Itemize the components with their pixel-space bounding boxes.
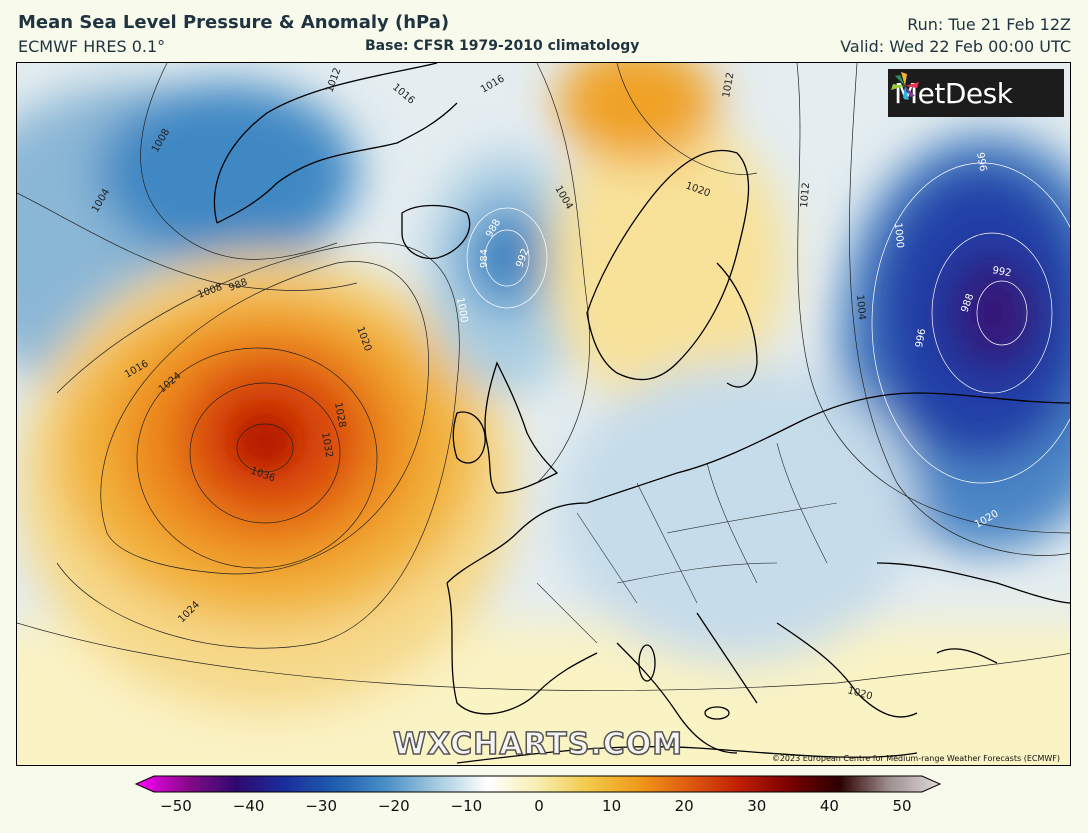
map-canvas: 1036 1032 1028 1024 1016 1020 1024 1008 … <box>17 63 1070 765</box>
colorbar-tick-label: −20 <box>377 797 410 815</box>
colorbar-tick-label: 30 <box>747 797 767 815</box>
isobar-label: 1032 <box>319 432 334 459</box>
colorbar-tick-label: −50 <box>160 797 192 815</box>
run-time-label: Run: Tue 21 Feb 12Z <box>907 15 1071 34</box>
isobars <box>17 63 1070 691</box>
map-title: Mean Sea Level Pressure & Anomaly (hPa) <box>18 12 450 33</box>
pressure-anomaly-map: 1036 1032 1028 1024 1016 1020 1024 1008 … <box>16 62 1071 766</box>
coastlines <box>213 63 1070 764</box>
colorbar-tick-label: 10 <box>602 797 622 815</box>
metdesk-logo: MetDesk <box>888 69 1064 117</box>
isobar-label: 1028 <box>332 402 347 429</box>
metdesk-brand-text: MetDesk <box>894 76 1013 110</box>
isobar-label: 984 <box>479 249 490 268</box>
anomaly-colorbar <box>134 775 942 793</box>
colorbar-tick-label: 40 <box>819 797 839 815</box>
isobar-label: 1012 <box>799 182 812 208</box>
ecmwf-copyright: ©2023 European Centre for Medium-range W… <box>771 754 1060 763</box>
isobar-label: 1000 <box>454 297 469 324</box>
metdesk-pinwheel-icon <box>891 72 919 100</box>
model-label: ECMWF HRES 0.1° <box>18 37 166 56</box>
colorbar-tick-label: −10 <box>450 797 483 815</box>
isobar-label: 996 <box>974 152 988 173</box>
colorbar-ramp <box>134 775 942 793</box>
colorbar-tick-label: 20 <box>674 797 694 815</box>
isobar-label: 1004 <box>854 294 867 320</box>
colorbar-tick-label: 50 <box>892 797 912 815</box>
wxcharts-watermark: WXCHARTS.COM <box>392 726 684 763</box>
isobar-label: 1012 <box>721 72 736 99</box>
colorbar-tick-label: −30 <box>305 797 338 815</box>
isobar-label: 992 <box>991 265 1012 279</box>
climatology-base-label: Base: CFSR 1979-2010 climatology <box>365 38 640 54</box>
country-borders <box>536 442 838 644</box>
isobar-label: 1000 <box>892 222 905 248</box>
colorbar-tick-label: 0 <box>534 797 544 815</box>
isobar-label: 996 <box>914 328 928 349</box>
colorbar-tick-label: −40 <box>232 797 265 815</box>
valid-time-label: Valid: Wed 22 Feb 00:00 UTC <box>840 37 1071 56</box>
